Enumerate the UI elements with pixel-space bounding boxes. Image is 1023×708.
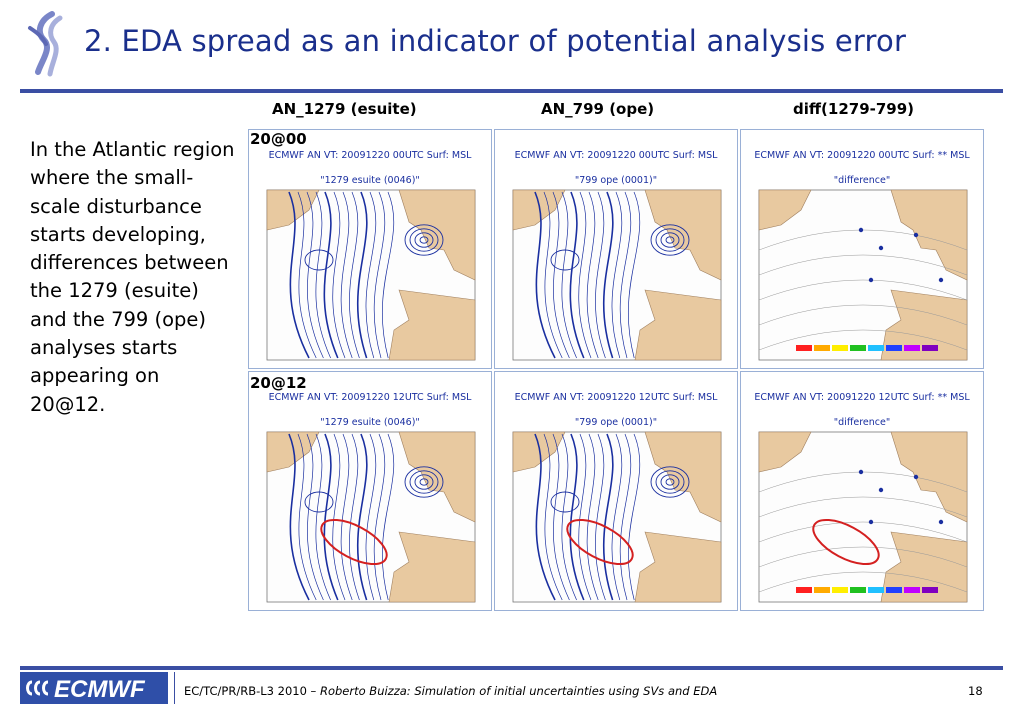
map-panel: ECMWF AN VT: 20091220 12UTC Surf: ** MSL… [740, 371, 984, 611]
difference-map [758, 189, 968, 361]
column-header-an799: AN_799 (ope) [541, 100, 655, 118]
map-panel: ECMWF AN VT: 20091220 12UTC Surf: MSL "7… [494, 371, 738, 611]
slide-title: 2. EDA spread as an indicator of potenti… [84, 24, 907, 58]
contour-map [266, 189, 476, 361]
map-panel: ECMWF AN VT: 20091220 00UTC Surf: ** MSL… [740, 129, 984, 369]
footer-citation: EC/TC/PR/RB-L3 2010 – Roberto Buizza: Si… [184, 684, 717, 698]
row-label-20-12: 20@12 [250, 374, 307, 392]
panel-header: ECMWF AN VT: 20091220 12UTC Surf: MSL [268, 392, 472, 403]
footer-divider-line [20, 666, 1003, 670]
panel-header: ECMWF AN VT: 20091220 00UTC Surf: MSL [514, 150, 718, 161]
contour-map [512, 189, 722, 361]
contour-map [512, 431, 722, 603]
panel-subtitle: "1279 esuite (0046)" [320, 417, 420, 428]
map-panel: ECMWF AN VT: 20091220 12UTC Surf: MSL "1… [248, 371, 492, 611]
panel-header: ECMWF AN VT: 20091220 00UTC Surf: MSL [268, 150, 472, 161]
map-panel: ECMWF AN VT: 20091220 00UTC Surf: MSL "7… [494, 129, 738, 369]
panel-subtitle: "799 ope (0001)" [574, 175, 658, 186]
footer-divider [174, 672, 175, 704]
footer-italic: Roberto Buizza: Simulation of initial un… [319, 684, 718, 698]
footer-prefix: EC/TC/PR/RB-L3 2010 – [184, 684, 320, 698]
panel-subtitle: "1279 esuite (0046)" [320, 175, 420, 186]
page-number: 18 [968, 684, 983, 698]
panel-subtitle: "799 ope (0001)" [574, 417, 658, 428]
panel-header: ECMWF AN VT: 20091220 12UTC Surf: ** MSL [754, 392, 970, 403]
map-panel: ECMWF AN VT: 20091220 00UTC Surf: MSL "1… [248, 129, 492, 369]
body-text: In the Atlantic region where the small-s… [30, 138, 235, 416]
row-label-20-00: 20@00 [250, 130, 307, 148]
difference-map [758, 431, 968, 603]
column-header-an1279: AN_1279 (esuite) [272, 100, 417, 118]
panel-header: ECMWF AN VT: 20091220 12UTC Surf: MSL [514, 392, 718, 403]
title-divider [20, 89, 1003, 93]
ecmwf-logo: ECMWF [20, 672, 168, 704]
panel-header: ECMWF AN VT: 20091220 00UTC Surf: ** MSL [754, 150, 970, 161]
ecmwf-logo-text: ECMWF [54, 676, 146, 703]
column-header-diff: diff(1279-799) [793, 100, 915, 118]
panel-subtitle: "difference" [833, 175, 891, 186]
contour-map [266, 431, 476, 603]
ecmwf-swirl-logo [28, 11, 63, 77]
panel-subtitle: "difference" [833, 417, 891, 428]
